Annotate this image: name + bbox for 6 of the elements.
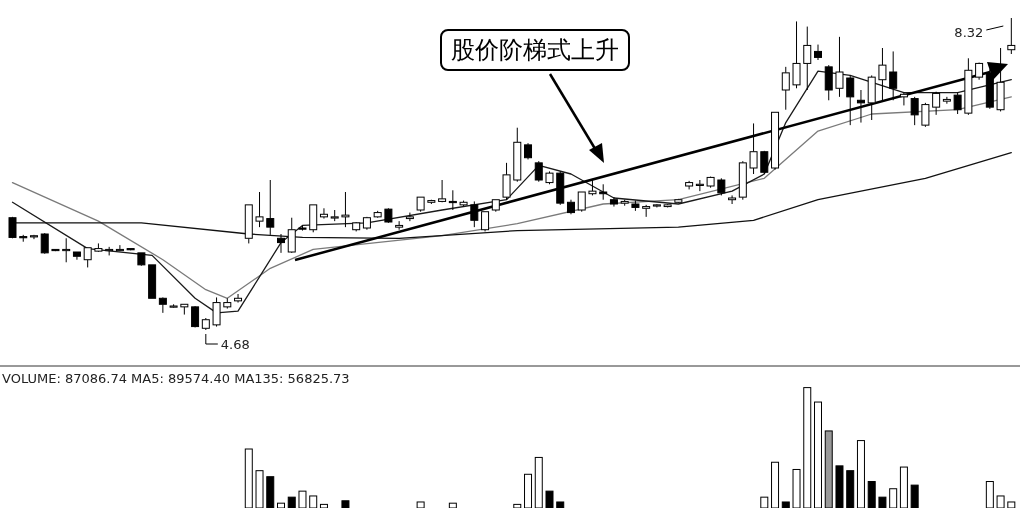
annotation: 股价阶梯式上升 bbox=[440, 29, 630, 71]
annotation: 8.32 bbox=[954, 25, 984, 40]
chart-title: VOLUME: 87086.74 MA5: 89574.40 MA135: 56825.73 bbox=[2, 371, 350, 386]
annotation: 股价阶梯式上升 bbox=[451, 36, 619, 64]
annotation: 8.32 bbox=[954, 25, 1004, 40]
annotation: 4.68 bbox=[205, 333, 250, 352]
